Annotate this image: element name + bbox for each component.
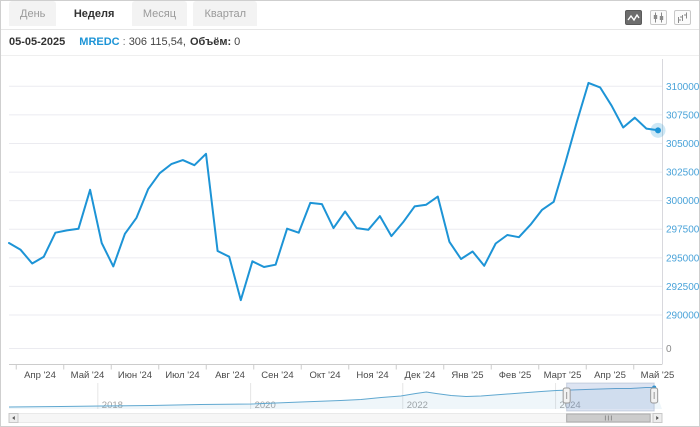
- tab-month[interactable]: Месяц: [131, 1, 188, 26]
- volume-axis-label: 0: [666, 344, 672, 355]
- interval-tab-bar: День Неделя Месяц Квартал: [1, 1, 699, 30]
- quote-legend: 05-05-2025 MREDC:306 115,54, Объём: 0: [9, 36, 240, 48]
- navigator-year-label: 2022: [407, 400, 428, 411]
- quote-price: 306 115,54,: [128, 36, 186, 48]
- y-axis-label: 292500: [666, 282, 700, 293]
- x-axis-label: Май '25: [641, 370, 675, 381]
- x-axis-label: Янв '25: [451, 370, 483, 381]
- ohlc-chart-icon[interactable]: [674, 10, 691, 25]
- legend-separator: :: [122, 36, 126, 48]
- x-axis-label: Июн '24: [118, 370, 152, 381]
- navigator-area-fill: [9, 387, 662, 409]
- x-axis-label: Сен '24: [261, 370, 293, 381]
- price-line-series[interactable]: [8, 81, 659, 302]
- y-axis-label: 290000: [666, 311, 700, 322]
- x-axis-label: Ноя '24: [356, 370, 388, 381]
- x-axis-label: Апр '25: [594, 370, 626, 381]
- navigator-sparkline: [8, 387, 655, 408]
- y-axis-label: 305000: [666, 139, 700, 150]
- x-axis-label: Май '24: [71, 370, 105, 381]
- line-chart-icon[interactable]: [625, 10, 643, 25]
- y-axis-label: 307500: [666, 110, 700, 121]
- x-axis-label: Март '25: [544, 370, 582, 381]
- x-axis-label: Дек '24: [405, 370, 436, 381]
- y-axis-label: 297500: [666, 225, 700, 236]
- line-chart-glyph: [627, 13, 640, 22]
- header-divider: [1, 55, 699, 56]
- tab-quarter[interactable]: Квартал: [193, 1, 258, 26]
- scrollbar-left-arrow-icon: [12, 416, 15, 420]
- candlestick-chart-glyph: [653, 12, 663, 23]
- instrument-symbol[interactable]: MREDC: [79, 36, 120, 48]
- scrollbar-right-arrow-icon: [656, 416, 659, 420]
- navigator-year-label: 2024: [560, 400, 581, 411]
- x-axis-label: Окт '24: [309, 370, 340, 381]
- tab-week[interactable]: Неделя: [62, 1, 126, 26]
- x-axis-label: Апр '24: [24, 370, 56, 381]
- y-axis-label: 300000: [666, 196, 700, 207]
- scrollbar-track[interactable]: [8, 413, 663, 423]
- tab-day[interactable]: День: [9, 1, 57, 26]
- navigator-year-label: 2020: [255, 400, 276, 411]
- quote-date: 05-05-2025: [9, 36, 66, 48]
- x-axis-label: Фев '25: [499, 370, 532, 381]
- y-axis-label: 310000: [666, 82, 700, 93]
- candlestick-chart-icon[interactable]: [649, 10, 667, 25]
- ohlc-chart-glyph: [678, 12, 687, 23]
- x-axis-label: Июл '24: [165, 370, 199, 381]
- navigator-selected-range[interactable]: [566, 382, 655, 412]
- y-axis-label: 302500: [666, 168, 700, 179]
- y-axis-label: 295000: [666, 253, 700, 264]
- x-axis-label: Авг '24: [215, 370, 245, 381]
- volume-value: 0: [234, 36, 241, 48]
- last-point-marker[interactable]: [655, 127, 661, 134]
- chart-type-switcher: [622, 10, 691, 28]
- volume-label: Объём:: [189, 36, 232, 48]
